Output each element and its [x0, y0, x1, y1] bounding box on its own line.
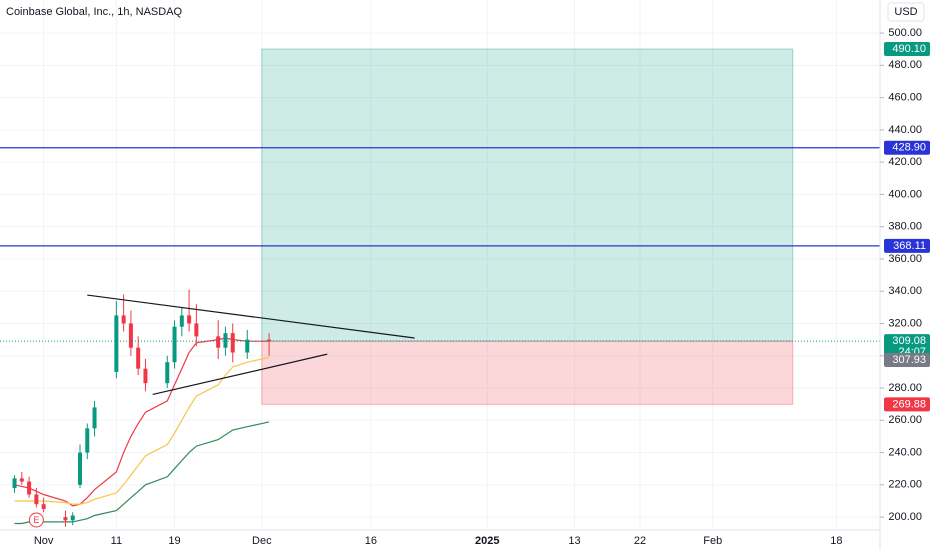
price-label-box: [884, 397, 930, 412]
price-label: 269.88: [892, 398, 926, 410]
candle-body: [34, 494, 39, 505]
candle-body: [27, 481, 32, 495]
y-tick-label: 400.00: [888, 188, 922, 200]
candle-body: [128, 323, 133, 348]
chart-title: Coinbase Global, Inc., 1h, NASDAQ: [6, 6, 183, 18]
trend-line: [152, 353, 328, 396]
y-tick-label: 460.00: [888, 92, 922, 104]
candle-body: [223, 333, 228, 348]
y-tick-label: 320.00: [888, 317, 922, 329]
candle-body: [179, 315, 184, 327]
candle-body: [121, 315, 126, 324]
currency-label[interactable]: USD: [894, 6, 917, 18]
x-tick-label: Feb: [703, 535, 722, 547]
y-tick-label: 360.00: [888, 253, 922, 265]
plot: E: [0, 147, 880, 528]
x-tick-label: 22: [634, 535, 646, 547]
candle-body: [172, 326, 177, 363]
x-tick-label: 2025: [475, 535, 499, 547]
x-tick-label: 18: [830, 535, 842, 547]
price-label: 368.11: [893, 240, 926, 252]
x-tick-label: 13: [568, 535, 580, 547]
candle-body: [63, 517, 68, 521]
y-tick-label: 240.00: [888, 446, 922, 458]
axes: 200.00220.00240.00260.00280.00300.00320.…: [34, 27, 930, 547]
candle-body: [136, 347, 141, 369]
candle-body: [245, 339, 250, 353]
y-tick-label: 500.00: [888, 27, 922, 39]
earnings-marker: [28, 512, 44, 528]
earnings-label: E: [33, 515, 39, 525]
candle-body: [194, 323, 199, 337]
currency-button[interactable]: [887, 2, 925, 22]
x-tick-label: 16: [365, 535, 377, 547]
x-tick-label: 19: [168, 535, 180, 547]
x-tick-label: Nov: [34, 535, 54, 547]
candle-body: [230, 333, 235, 353]
position-zones: [261, 48, 794, 405]
candle-body: [216, 336, 221, 348]
x-tick-label: 11: [111, 535, 122, 547]
y-tick-label: 220.00: [888, 479, 922, 491]
price-label-box: [884, 238, 930, 253]
stop-zone: [261, 340, 794, 405]
price-label: 490.10: [892, 43, 926, 55]
y-tick-label: 200.00: [888, 511, 922, 523]
target-zone: [261, 48, 794, 342]
y-tick-label: 280.00: [888, 382, 922, 394]
candle-body: [78, 452, 82, 485]
y-tick-label: 380.00: [888, 221, 922, 233]
candle-body: [114, 315, 119, 372]
candle-body: [41, 504, 46, 510]
candle-body: [19, 478, 24, 482]
candle-body: [12, 478, 17, 489]
y-tick-label: 480.00: [888, 59, 922, 71]
candle-body: [85, 428, 90, 453]
price-label-box: [884, 42, 930, 57]
candle-body: [165, 362, 170, 384]
trend-line: [87, 294, 415, 339]
price-label-box: [884, 140, 930, 155]
candle-body: [187, 315, 192, 324]
candle-body: [70, 515, 75, 521]
y-tick-label: 260.00: [888, 414, 922, 426]
candle-body: [143, 368, 148, 384]
price-label: 307.93: [892, 354, 926, 366]
x-tick-label: Dec: [252, 535, 272, 547]
grid: [0, 0, 880, 530]
y-tick-label: 440.00: [888, 124, 922, 136]
price-label: 309.08: [892, 335, 926, 347]
y-tick-label: 340.00: [888, 285, 922, 297]
y-tick-label: 420.00: [888, 156, 922, 168]
price-label: 428.90: [892, 142, 926, 154]
candle-body: [267, 339, 272, 342]
candle-body: [92, 407, 97, 429]
price-label-box: [884, 352, 930, 367]
